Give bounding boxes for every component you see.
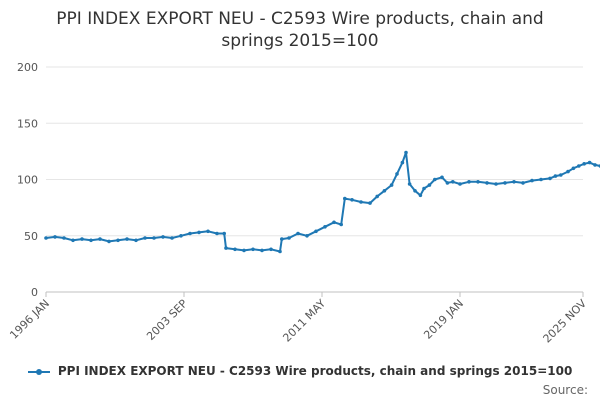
x-tick-label: 2011 MAY: [280, 297, 328, 345]
data-point[interactable]: [242, 248, 246, 253]
x-axis: 1996 JAN 2003 SEP 2011 MAY 2019 JAN 2025 NOV: [7, 292, 589, 346]
data-point[interactable]: [343, 196, 347, 201]
data-point[interactable]: [323, 225, 327, 229]
data-point[interactable]: [206, 229, 210, 234]
data-point[interactable]: [577, 164, 581, 168]
y-tick-label: 150: [17, 117, 38, 130]
data-point[interactable]: [566, 169, 570, 174]
x-tick-label: 2025 NOV: [541, 297, 590, 346]
data-point[interactable]: [107, 239, 111, 244]
x-tick-label: 2003 SEP: [144, 297, 190, 343]
data-point[interactable]: [143, 236, 147, 240]
data-point[interactable]: [395, 172, 399, 176]
y-tick-label: 100: [17, 174, 38, 187]
chart-title: PPI INDEX EXPORT NEU - C2593 Wire produc…: [0, 8, 600, 52]
data-point[interactable]: [152, 236, 156, 240]
chart-title-line-2: springs 2015=100: [221, 31, 379, 51]
data-point[interactable]: [582, 162, 586, 166]
data-point[interactable]: [553, 174, 558, 178]
data-point[interactable]: [400, 160, 405, 165]
data-point[interactable]: [422, 186, 426, 191]
data-point[interactable]: [368, 201, 372, 205]
data-point[interactable]: [494, 182, 498, 186]
chart-title-line-1: PPI INDEX EXPORT NEU - C2593 Wire produc…: [56, 9, 544, 29]
y-tick-label: 0: [31, 286, 38, 299]
data-point[interactable]: [278, 249, 282, 254]
data-point[interactable]: [62, 236, 66, 240]
data-point[interactable]: [222, 231, 226, 236]
data-point[interactable]: [280, 237, 284, 241]
data-point[interactable]: [427, 183, 432, 187]
data-point[interactable]: [539, 177, 543, 182]
data-point[interactable]: [440, 175, 444, 180]
data-point[interactable]: [215, 231, 219, 236]
data-point[interactable]: [571, 166, 576, 171]
data-point[interactable]: [389, 183, 394, 187]
data-point[interactable]: [269, 247, 273, 252]
legend-label: PPI INDEX EXPORT NEU - C2593 Wire produc…: [57, 364, 573, 378]
data-point[interactable]: [503, 181, 507, 185]
data-point[interactable]: [251, 247, 255, 252]
data-point[interactable]: [458, 182, 462, 186]
y-axis: 0 50 100 150 200: [17, 61, 38, 299]
data-point[interactable]: [53, 235, 57, 239]
data-point[interactable]: [548, 176, 552, 181]
data-point[interactable]: [125, 237, 129, 241]
data-point[interactable]: [98, 237, 102, 241]
data-point[interactable]: [359, 200, 363, 204]
x-tick-label: 2019 JAN: [421, 297, 466, 342]
data-point[interactable]: [179, 234, 183, 238]
grid-lines: [46, 66, 583, 293]
series-line: [45, 151, 600, 253]
data-point[interactable]: [418, 193, 423, 198]
legend[interactable]: PPI INDEX EXPORT NEU - C2593 Wire produc…: [0, 364, 600, 378]
data-point[interactable]: [188, 231, 192, 236]
data-point[interactable]: [305, 234, 309, 238]
y-tick-label: 200: [17, 61, 38, 74]
data-point[interactable]: [445, 181, 450, 185]
data-point[interactable]: [161, 235, 165, 239]
source-label: Source:: [542, 383, 588, 397]
data-point[interactable]: [451, 180, 455, 184]
data-point[interactable]: [382, 189, 387, 193]
data-point[interactable]: [116, 238, 120, 243]
data-point[interactable]: [197, 230, 201, 235]
data-point[interactable]: [44, 236, 48, 240]
data-point[interactable]: [587, 160, 592, 165]
data-point[interactable]: [260, 248, 264, 253]
x-tick-label: 1996 JAN: [7, 297, 52, 342]
data-point[interactable]: [375, 194, 380, 199]
data-point[interactable]: [407, 182, 412, 186]
legend-line-icon: [27, 367, 50, 377]
data-point[interactable]: [233, 247, 237, 252]
series-group: [44, 150, 600, 254]
data-point[interactable]: [350, 198, 354, 202]
y-tick-label: 50: [24, 230, 38, 243]
data-point[interactable]: [332, 220, 336, 225]
data-point[interactable]: [413, 189, 417, 193]
data-point[interactable]: [170, 236, 174, 240]
data-point[interactable]: [485, 181, 489, 185]
data-point[interactable]: [476, 180, 480, 184]
data-point[interactable]: [433, 177, 437, 182]
data-point[interactable]: [80, 237, 84, 241]
data-point[interactable]: [521, 181, 525, 185]
data-point[interactable]: [314, 229, 318, 234]
data-point[interactable]: [71, 238, 75, 243]
data-point[interactable]: [530, 178, 534, 183]
data-point[interactable]: [512, 180, 516, 184]
data-point[interactable]: [404, 150, 408, 155]
data-point[interactable]: [134, 238, 138, 243]
data-point[interactable]: [339, 222, 344, 227]
data-point[interactable]: [296, 231, 300, 236]
data-point[interactable]: [287, 236, 291, 240]
data-point[interactable]: [467, 180, 471, 184]
data-point[interactable]: [559, 173, 563, 177]
data-point[interactable]: [593, 163, 597, 167]
data-point[interactable]: [224, 246, 228, 250]
data-point[interactable]: [89, 238, 93, 243]
